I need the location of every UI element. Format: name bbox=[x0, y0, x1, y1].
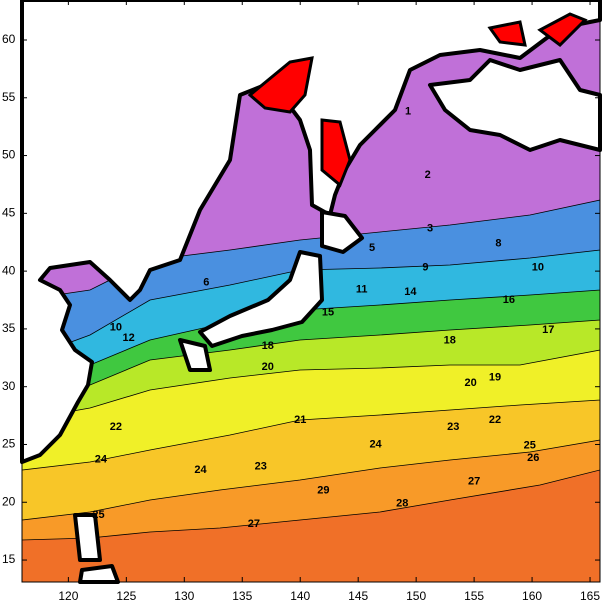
contour-label: 26 bbox=[527, 452, 539, 464]
contour-label: 24 bbox=[95, 453, 108, 465]
x-tick-label: 165 bbox=[580, 589, 600, 603]
x-tick-label: 120 bbox=[58, 589, 78, 603]
land-hokkaido bbox=[320, 210, 364, 254]
x-tick-label: 140 bbox=[290, 589, 310, 603]
contour-label: 18 bbox=[444, 334, 456, 346]
contour-label: 15 bbox=[322, 307, 334, 319]
label-layer: 120 125 130 135 140 145 150 155 160 1651520253035… bbox=[2, 0, 600, 603]
contour-label: 18 bbox=[262, 340, 274, 352]
land-philippines bbox=[78, 564, 120, 584]
contour-label: 29 bbox=[317, 485, 329, 497]
contour-label: 14 bbox=[404, 286, 417, 298]
contour-label: 20 bbox=[262, 361, 274, 373]
land-honshu bbox=[198, 250, 324, 348]
y-tick-label: 25 bbox=[2, 437, 16, 451]
contour-label: 8 bbox=[495, 237, 501, 249]
y-tick-label: 30 bbox=[2, 379, 16, 393]
contour-label: 19 bbox=[489, 371, 501, 383]
contour-label: 27 bbox=[248, 518, 260, 530]
land-red-patch bbox=[320, 118, 352, 188]
y-tick-label: 55 bbox=[2, 90, 16, 104]
y-tick-label: 50 bbox=[2, 148, 16, 162]
contour-label: 5 bbox=[369, 242, 375, 254]
contour-label: 16 bbox=[503, 294, 515, 306]
contour-label: 1 bbox=[405, 106, 411, 118]
contour-label: 24 bbox=[194, 464, 207, 476]
x-tick-label: 135 bbox=[232, 589, 252, 603]
y-tick-label: 20 bbox=[2, 494, 16, 508]
contour-label: 10 bbox=[532, 262, 544, 274]
x-tick-label: 155 bbox=[464, 589, 484, 603]
x-tick-label: 160 bbox=[522, 589, 542, 603]
land-red-patch bbox=[247, 56, 314, 114]
x-tick-label: 145 bbox=[348, 589, 368, 603]
contour-label: 17 bbox=[542, 324, 554, 336]
contour-label: 2 bbox=[425, 169, 431, 181]
contour-label: 25 bbox=[92, 509, 104, 521]
x-tick-label: 150 bbox=[406, 589, 426, 603]
contour-label: 20 bbox=[465, 377, 477, 389]
contour-label: 9 bbox=[422, 262, 428, 274]
contour-label: 21 bbox=[294, 414, 306, 426]
y-tick-label: 15 bbox=[2, 552, 16, 566]
land-red-patch bbox=[487, 20, 527, 47]
contour-label: 28 bbox=[396, 497, 408, 509]
plot-area bbox=[20, 0, 602, 584]
contour-label: 22 bbox=[489, 414, 501, 426]
land-north bbox=[20, 0, 602, 464]
y-tick-label: 60 bbox=[2, 32, 16, 46]
land-kyushu bbox=[178, 338, 212, 372]
x-tick-label: 130 bbox=[174, 589, 194, 603]
land-red-patch bbox=[537, 12, 588, 47]
contour-label: 11 bbox=[356, 284, 368, 296]
contour-label: 23 bbox=[447, 421, 459, 433]
contour-label: 23 bbox=[255, 460, 267, 472]
land-taiwan bbox=[73, 513, 102, 562]
contour-label: 6 bbox=[203, 277, 209, 289]
contour-label: 25 bbox=[524, 440, 536, 452]
x-tick-label: 125 bbox=[116, 589, 136, 603]
y-tick-label: 40 bbox=[2, 263, 16, 277]
plot-frame bbox=[21, 0, 601, 583]
contour-label: 22 bbox=[110, 421, 122, 433]
contour-label: 3 bbox=[427, 222, 433, 234]
y-tick-label: 35 bbox=[2, 321, 16, 335]
contour-label: 24 bbox=[369, 438, 382, 450]
contour-label: 12 bbox=[123, 332, 135, 344]
contour-label: 10 bbox=[110, 322, 122, 334]
y-tick-label: 45 bbox=[2, 206, 16, 220]
contour-label: 27 bbox=[468, 475, 480, 487]
